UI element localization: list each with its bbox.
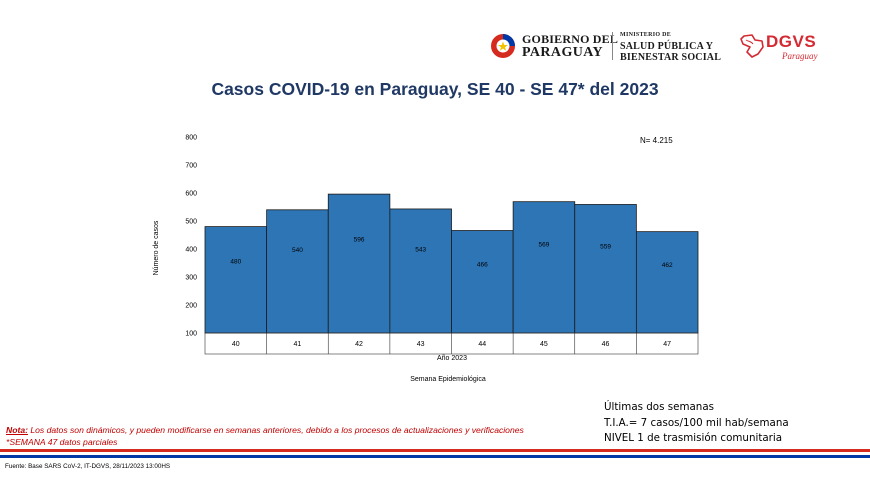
x-axis-label: Semana Epidemiológica (410, 376, 486, 383)
bar-data-label: 596 (354, 237, 365, 244)
bar (451, 230, 514, 334)
bar (512, 201, 576, 334)
y-axis-label: Número de casos (153, 220, 160, 275)
bar-data-label: 462 (662, 262, 673, 269)
gobierno-logo-text: GOBIERNO DEL PARAGUAY (522, 32, 618, 60)
bar (635, 231, 699, 334)
y-tick-label: 500 (185, 219, 197, 226)
note-text: Los datos son dinámicos, y pueden modifi… (27, 425, 524, 435)
flag-stripe-white (0, 452, 870, 455)
paraguay-map-icon (740, 34, 764, 58)
summary-line-3: NIVEL 1 de trasmisión comunitaria (604, 432, 783, 444)
x-tick-label: 42 (355, 341, 363, 348)
header-logos: GOBIERNO DEL PARAGUAY MINISTERIO DE SALU… (490, 26, 830, 66)
x-tick-label: 46 (602, 341, 610, 348)
gobierno-line2: PARAGUAY (522, 45, 603, 60)
bar-data-label: 569 (539, 242, 550, 249)
flag-stripe-blue (0, 455, 870, 458)
x-tick-label: 47 (663, 341, 671, 348)
bar-chart: 100 200 300 400 500 600 700 800 480 540 596 543 466… (153, 135, 699, 383)
dgvs-subtitle: Paraguay (782, 51, 818, 61)
y-axis: 100 200 300 400 500 600 700 800 (185, 135, 197, 338)
x-axis-year-label: Año 2023 (437, 355, 467, 362)
ministerio-line1: MINISTERIO DE (620, 32, 672, 38)
y-tick-label: 200 (185, 303, 197, 310)
x-tick-label: 45 (540, 341, 548, 348)
chart-title: Casos COVID-19 en Paraguay, SE 40 - SE 4… (211, 79, 659, 99)
bar-data-label: 543 (415, 247, 426, 254)
bar (327, 193, 391, 334)
logo-separator (612, 32, 613, 60)
y-tick-label: 100 (185, 331, 197, 338)
x-tick-label: 43 (417, 341, 425, 348)
ministerio-logo-text: MINISTERIO DE SALUD PÚBLICA Y BIENESTAR … (620, 30, 721, 63)
ministerio-line3: BIENESTAR SOCIAL (620, 52, 722, 63)
y-tick-label: 800 (185, 135, 197, 142)
sample-size-annotation: N= 4.215 (640, 136, 673, 145)
note-line-2: *SEMANA 47 datos parciales (6, 436, 118, 447)
summary-line-2: T.I.A.= 7 casos/100 mil hab/semana (604, 416, 789, 429)
notes-block: Nota: Los datos son dinámicos, y pueden … (6, 425, 524, 448)
x-tick-label: 40 (232, 341, 240, 348)
gobierno-line1: GOBIERNO DEL (522, 32, 619, 46)
x-tick-label: 41 (294, 341, 302, 348)
y-tick-label: 300 (185, 275, 197, 282)
summary-line-1: Últimas dos semanas (604, 401, 714, 413)
ministerio-line2: SALUD PÚBLICA Y (620, 41, 714, 52)
bar (389, 208, 452, 334)
y-tick-label: 400 (185, 247, 197, 254)
bar-data-label: 559 (600, 244, 611, 251)
bar (266, 209, 329, 334)
bar-data-label: 480 (230, 259, 241, 266)
note-label: Nota: (6, 425, 28, 435)
bar (574, 204, 637, 334)
x-tick-label: 44 (478, 341, 486, 348)
bar-data-label: 540 (292, 247, 303, 254)
dgvs-logo: DGVS Paraguay (738, 28, 828, 64)
summary-block: Últimas dos semanas T.I.A.= 7 casos/100 … (604, 400, 789, 447)
note-line-1: Nota: Los datos son dinámicos, y pueden … (6, 425, 524, 437)
bar (204, 226, 268, 334)
source-footer: Fuente: Base SARS CoV-2, IT-DGVS, 28/11/… (5, 463, 171, 470)
bars-group: 480 540 596 543 466 569 559 462 (204, 193, 699, 334)
paraguay-seal-icon (491, 34, 515, 58)
y-tick-label: 600 (185, 191, 197, 198)
y-tick-label: 700 (185, 163, 197, 170)
x-axis: 40 41 42 43 44 45 46 47 (204, 332, 699, 355)
flag-stripe-red-top (0, 449, 870, 452)
dgvs-name: DGVS (766, 32, 817, 51)
bar-data-label: 466 (477, 261, 488, 268)
